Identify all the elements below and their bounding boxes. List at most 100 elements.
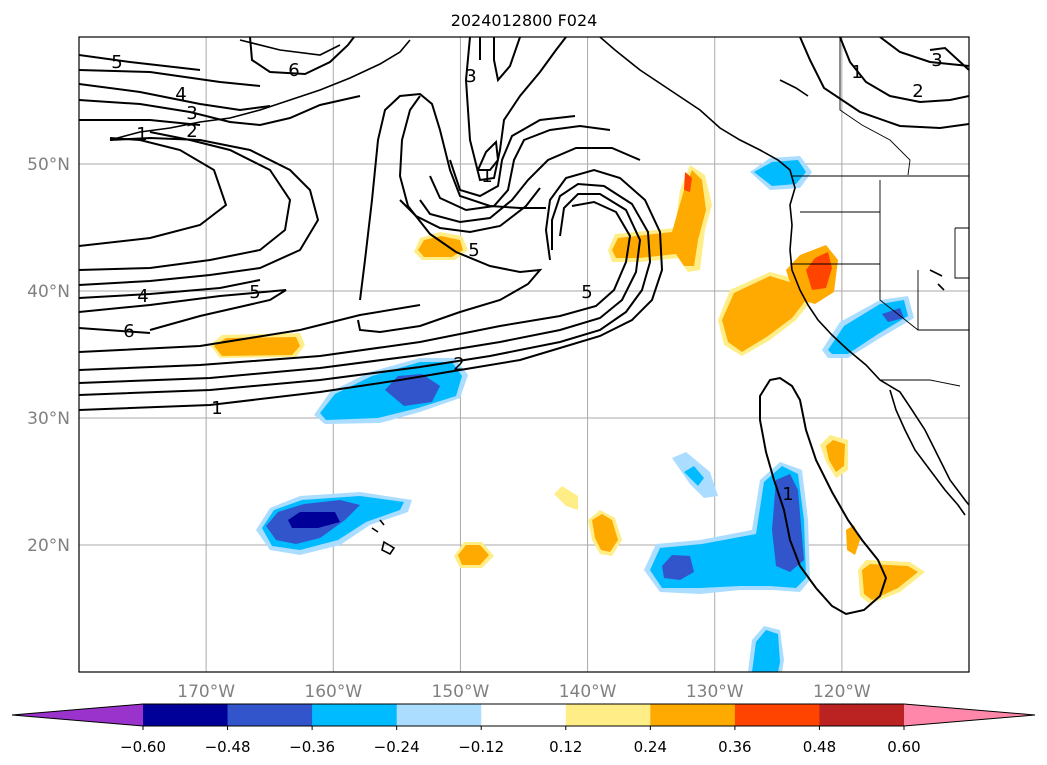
negative-anomaly-region (684, 466, 704, 486)
contour-labels: 5 6 4 3 1 2 3 1 5 5 4 6 5 2 1 1 1 2 3 (111, 50, 942, 505)
colorbar-tick-label: 0.60 (887, 738, 920, 756)
latitude-tick-label: 50°N (27, 155, 70, 175)
positive-anomaly-region (592, 514, 618, 552)
colorbar-swatch (650, 704, 736, 726)
contour-label: 1 (481, 166, 492, 187)
contour-line (493, 37, 521, 83)
colorbar-tick-label: −0.24 (374, 738, 420, 756)
contour-label: 1 (211, 398, 222, 419)
positive-anomaly-region (418, 236, 463, 257)
colorbar-extend-low (12, 704, 143, 726)
colorbar-extend-high (904, 704, 1035, 726)
colorbar-swatch (227, 704, 313, 726)
positive-anomaly-region (458, 545, 489, 565)
contours (79, 37, 969, 616)
border-line (954, 227, 969, 279)
contour-line (79, 119, 201, 126)
positive-anomaly-region (826, 440, 845, 472)
contour-label: 5 (111, 52, 122, 73)
positive-anomaly-region (684, 172, 692, 192)
longitude-tick-label: 150°W (432, 682, 490, 702)
contour-line (79, 54, 201, 71)
map-content: 5 6 4 3 1 2 3 1 5 5 4 6 5 2 1 1 1 2 3 (79, 37, 969, 672)
longitude-tick-labels: 170°W 160°W 150°W 140°W 130°W 120°W (177, 682, 871, 702)
contour-line (79, 168, 664, 411)
negative-anomaly-region (752, 630, 780, 672)
positive-anomaly-region (554, 486, 578, 510)
positive-anomaly-region (722, 276, 806, 352)
contour-line (929, 46, 969, 71)
contour-label: 4 (137, 286, 148, 307)
contour-label: 2 (912, 81, 923, 102)
colorbar-swatch (481, 704, 567, 726)
contour-label: 6 (123, 321, 134, 342)
coastlines (109, 37, 969, 556)
colorbar-swatch (819, 704, 905, 726)
colorbar-tick-label: 0.24 (634, 738, 667, 756)
coastline (239, 39, 341, 56)
colorbar-tick-label: −0.36 (289, 738, 335, 756)
contour-label: 5 (581, 282, 592, 303)
contour-line (476, 139, 500, 171)
contour-line (399, 187, 541, 234)
contour-line (79, 131, 292, 271)
figure-title: 2024012800 F024 (451, 11, 598, 30)
colorbar-tick-label: 0.12 (549, 738, 582, 756)
map-frame (78, 36, 970, 673)
contour-line (79, 200, 632, 371)
contour-line (799, 37, 969, 130)
colorbar-swatch (312, 704, 398, 726)
contour-label: 2 (186, 121, 197, 142)
contour-line (839, 37, 969, 104)
contour-label: 3 (931, 50, 942, 71)
positive-anomaly-region (214, 337, 300, 356)
contour-line (464, 37, 567, 182)
colorbar-swatch (143, 704, 229, 726)
coastline (889, 389, 966, 516)
colorbar-swatch (565, 704, 651, 726)
coastline (599, 37, 969, 506)
contour-label: 1 (136, 124, 147, 145)
colorbar-tick-label: 0.48 (803, 738, 836, 756)
contour-label: 4 (175, 84, 186, 105)
positive-anomaly-region (806, 252, 832, 290)
contour-line (79, 304, 421, 353)
negative-anomaly-region (288, 512, 340, 528)
positive-anomaly-region (862, 564, 918, 600)
contour-line (359, 92, 546, 301)
border-line (880, 379, 961, 387)
colorbar-tick-label: −0.48 (205, 738, 251, 756)
contour-line (419, 147, 641, 224)
latitude-tick-label: 20°N (27, 536, 70, 556)
contour-label: 5 (249, 282, 260, 303)
contour-label: 1 (851, 62, 862, 83)
coastline (929, 269, 945, 291)
coastline (779, 79, 809, 97)
contour-label: 1 (782, 484, 793, 505)
latitude-tick-label: 30°N (27, 409, 70, 429)
contour-line (79, 69, 261, 87)
longitude-tick-label: 120°W (813, 682, 871, 702)
contour-line (449, 115, 576, 198)
latitude-tick-label: 40°N (27, 282, 70, 302)
contour-line (759, 376, 888, 616)
border-line (879, 212, 969, 331)
longitude-tick-label: 170°W (177, 682, 235, 702)
colorbar-swatch (396, 704, 482, 726)
contour-line (429, 124, 611, 212)
longitude-tick-label: 140°W (559, 682, 617, 702)
contour-line (249, 37, 355, 76)
longitude-tick-label: 160°W (304, 682, 362, 702)
colorbar-tick-label: −0.60 (120, 738, 166, 756)
contour-line (79, 289, 287, 331)
contour-line (79, 137, 228, 247)
positive-anomaly-region (612, 170, 706, 266)
negative-anomaly-region (385, 374, 440, 406)
colorbar-tick-label: −0.12 (458, 738, 504, 756)
contour-line (79, 95, 361, 127)
coastline (371, 519, 396, 556)
contour-label: 5 (468, 240, 479, 261)
contour-line (357, 95, 543, 334)
